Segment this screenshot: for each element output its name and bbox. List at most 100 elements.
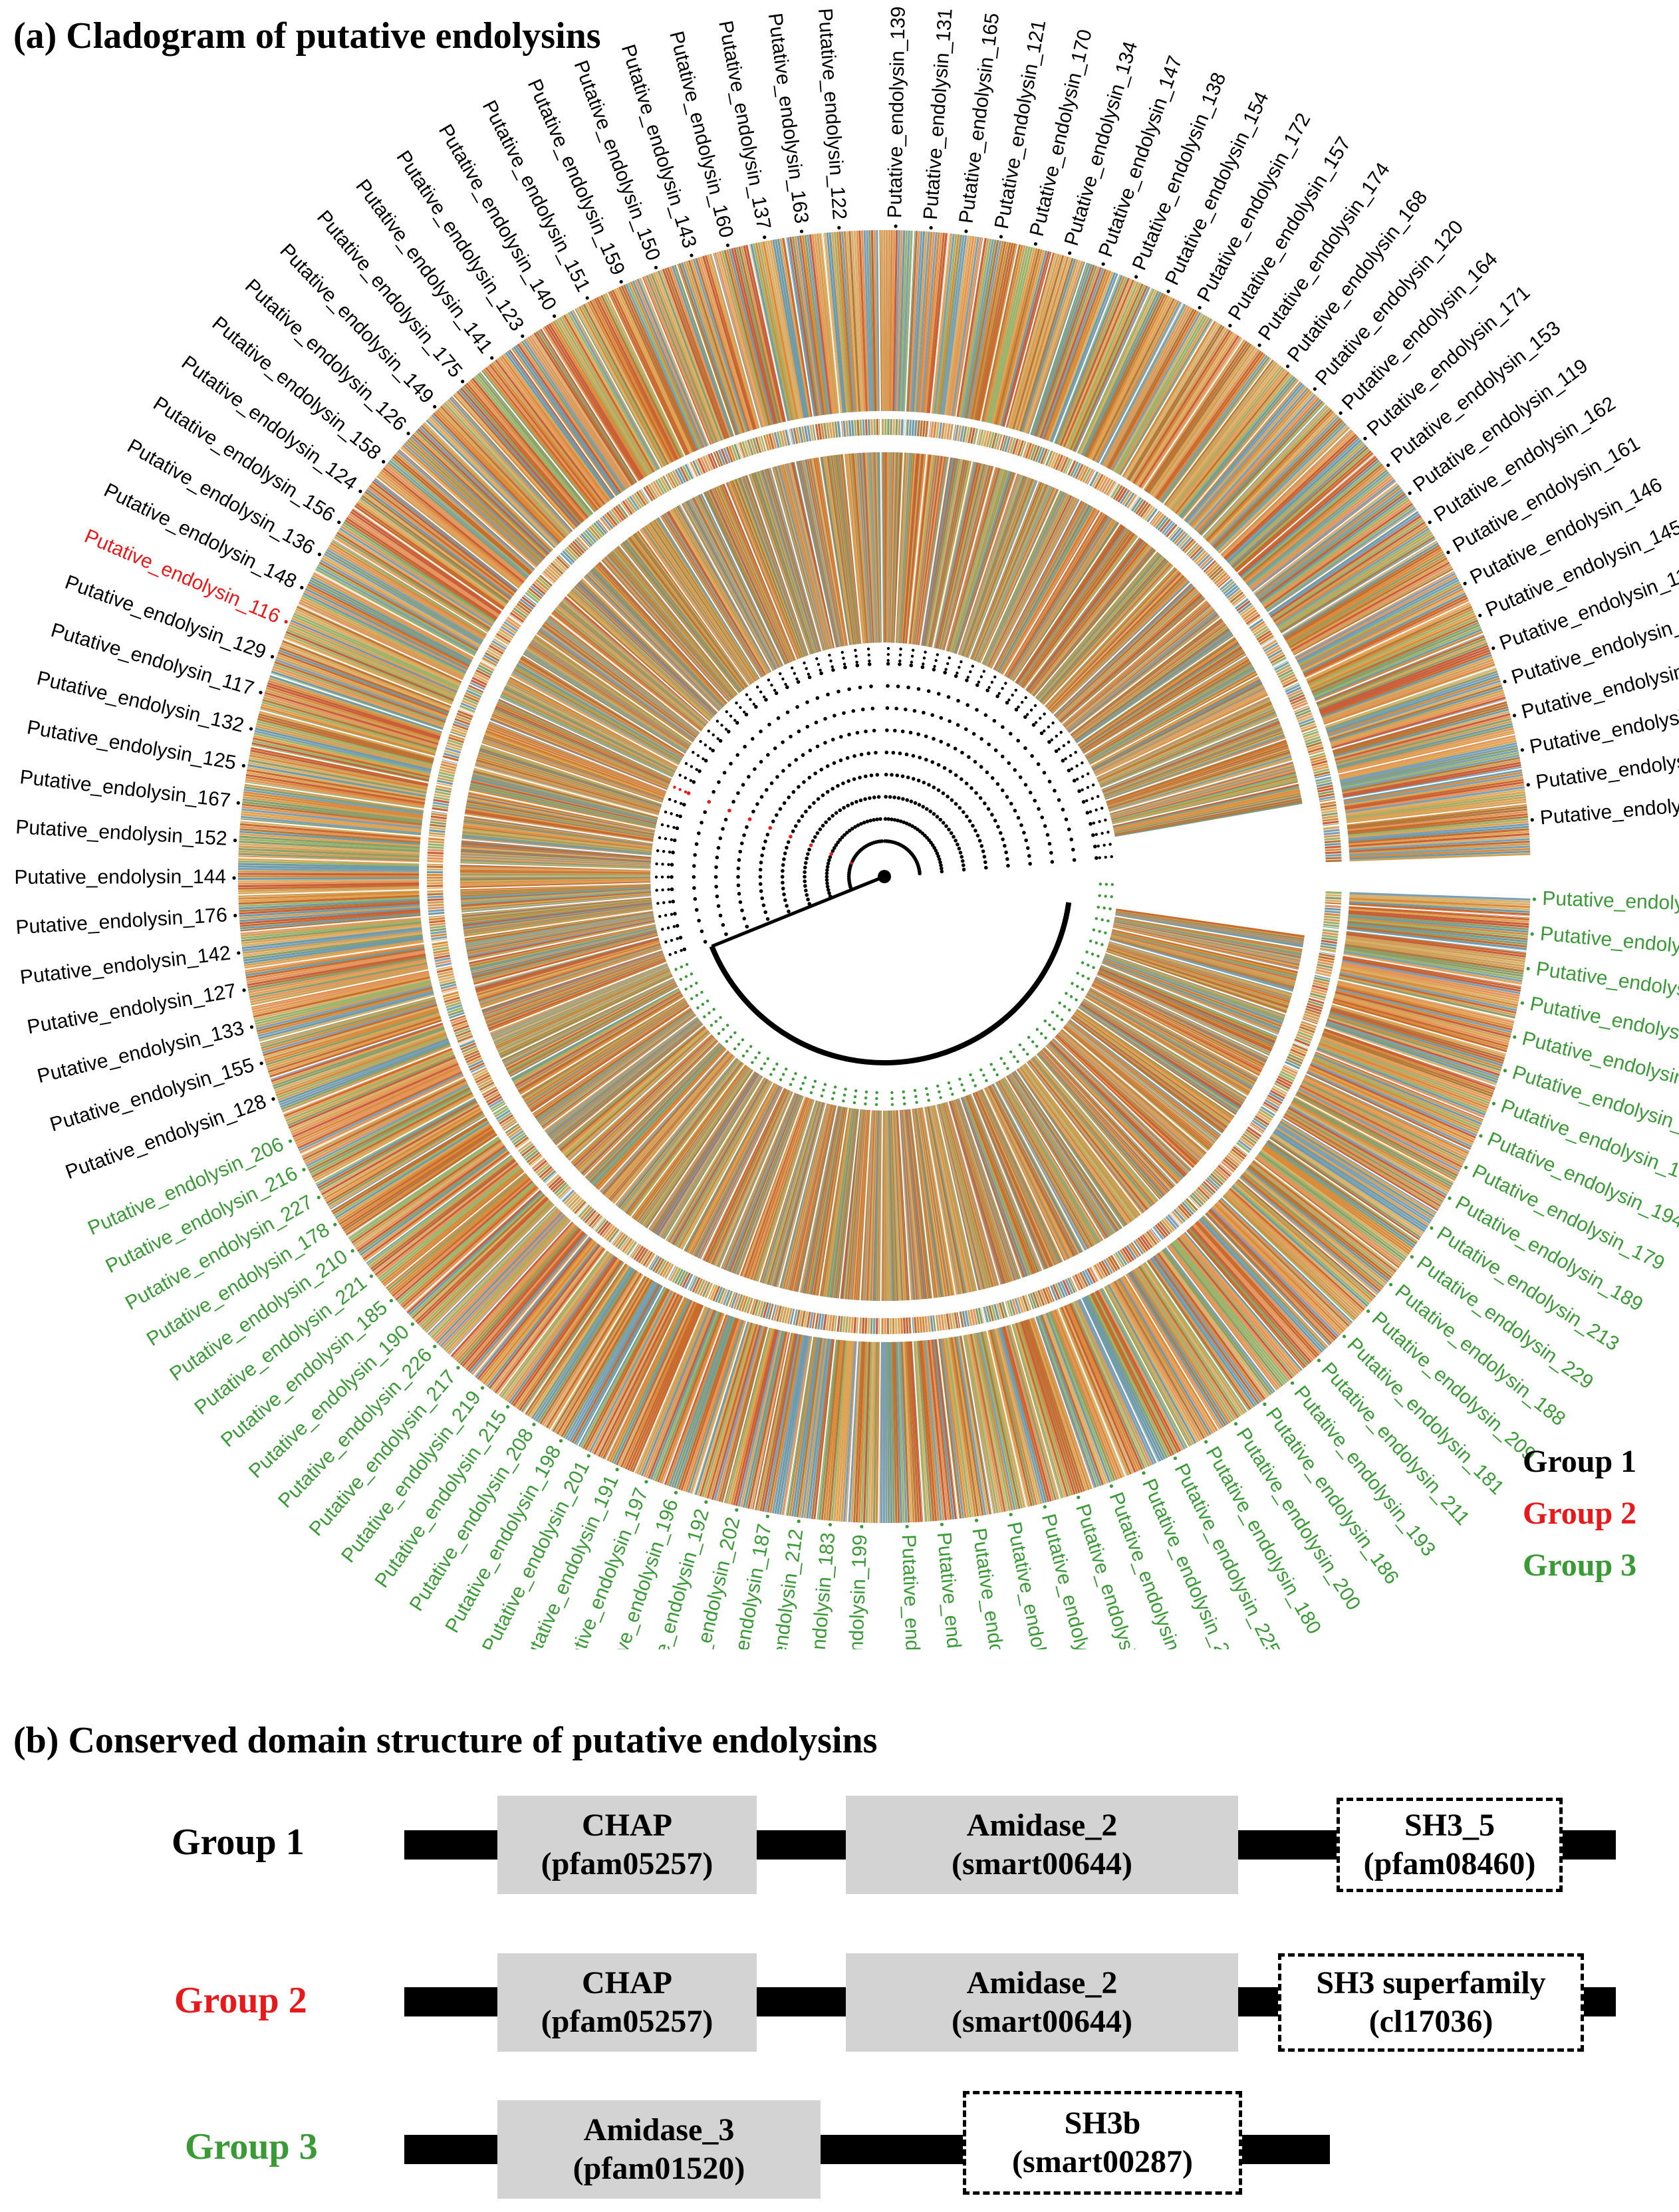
- alignment-stripe: [1275, 527, 1430, 627]
- alignment-stripe: [1321, 939, 1337, 944]
- alignment-stripe: [1212, 1171, 1226, 1184]
- alignment-stripe: [443, 1216, 569, 1351]
- alignment-stripe: [280, 1041, 450, 1108]
- alignment-stripe: [490, 642, 505, 652]
- alignment-stripe: [1277, 1125, 1431, 1224]
- alignment-stripe: [1179, 1203, 1192, 1217]
- alignment-stripe: [440, 763, 457, 769]
- alignment-stripe: [1065, 459, 1074, 475]
- alignment-stripe: [1303, 595, 1468, 676]
- alignment-stripe: [1029, 1292, 1037, 1309]
- alignment-stripe: [818, 1339, 839, 1520]
- alignment-stripe: [450, 731, 466, 738]
- alignment-stripe: [1329, 1010, 1504, 1065]
- alignment-stripe: [811, 1339, 834, 1520]
- alignment-stripe: [743, 245, 785, 423]
- alignment-stripe: [1199, 400, 1324, 535]
- alignment-stripe: [297, 1071, 463, 1149]
- alignment-stripe: [1052, 1284, 1061, 1300]
- alignment-stripe: [1330, 692, 1505, 746]
- alignment-stripe: [1059, 1281, 1069, 1297]
- alignment-stripe: [368, 1157, 515, 1268]
- alignment-stripe: [1059, 277, 1130, 446]
- alignment-stripe: [475, 374, 592, 517]
- alignment-stripe: [238, 855, 420, 863]
- alignment-stripe: [418, 426, 551, 554]
- alignment-stripe: [1066, 281, 1139, 449]
- alignment-stripe: [552, 321, 647, 478]
- alignment-stripe: [749, 438, 757, 455]
- alignment-stripe: [1030, 1317, 1090, 1490]
- alignment-stripe: [239, 835, 420, 849]
- alignment-stripe: [253, 735, 431, 777]
- alignment-stripe: [731, 248, 776, 425]
- alignment-stripe: [821, 1339, 841, 1520]
- alignment-stripe: [1309, 992, 1326, 999]
- alignment-stripe: [241, 803, 422, 826]
- alignment-stripe: [638, 277, 710, 446]
- alignment-stripe: [1147, 343, 1252, 494]
- alignment-stripe: [848, 231, 860, 412]
- alignment-stripe: [238, 891, 420, 900]
- alignment-stripe: [1299, 1026, 1315, 1034]
- alignment-stripe: [269, 1020, 442, 1078]
- alignment-stripe: [257, 990, 434, 1037]
- alignment-stripe: [334, 1121, 490, 1219]
- alignment-stripe: [809, 1312, 814, 1329]
- alignment-stripe: [1154, 1224, 1166, 1238]
- alignment-stripe: [927, 1315, 931, 1332]
- alignment-stripe: [519, 598, 534, 610]
- alignment-stripe: [430, 1208, 559, 1339]
- alignment-stripe: [309, 1089, 471, 1174]
- alignment-stripe: [277, 1034, 448, 1099]
- alignment-stripe: [1023, 1319, 1081, 1494]
- alignment-stripe: [657, 1312, 723, 1483]
- alignment-stripe: [434, 957, 451, 962]
- alignment-stripe: [924, 420, 929, 438]
- alignment-stripe: [980, 430, 987, 446]
- alignment-stripe: [991, 432, 997, 449]
- alignment-stripe: [582, 303, 669, 466]
- alignment-stripe: [650, 482, 660, 497]
- alignment-stripe: [367, 487, 513, 598]
- alignment-stripe: [1244, 1170, 1386, 1286]
- alignment-stripe: [511, 1132, 526, 1143]
- alignment-stripe: [483, 1088, 499, 1099]
- alignment-stripe: [776, 431, 783, 448]
- alignment-stripe: [1282, 678, 1298, 688]
- alignment-stripe: [704, 255, 757, 430]
- alignment-stripe: [447, 1006, 463, 1014]
- alignment-stripe: [998, 1302, 1005, 1319]
- alignment-stripe: [382, 1169, 525, 1286]
- alignment-stripe: [1032, 263, 1093, 436]
- alignment-stripe: [632, 280, 705, 448]
- alignment-stripe: [1195, 395, 1318, 532]
- alignment-stripe: [481, 1240, 596, 1383]
- alignment-stripe: [1186, 542, 1199, 556]
- alignment-stripe: [1127, 1272, 1225, 1428]
- alignment-stripe: [636, 491, 647, 506]
- alignment-stripe: [1107, 1284, 1197, 1444]
- alignment-stripe: [1292, 1043, 1308, 1052]
- alignment-stripe: [406, 1190, 542, 1314]
- alignment-stripe: [1267, 1138, 1419, 1243]
- alignment-stripe: [612, 507, 624, 521]
- alignment-stripe: [1347, 801, 1527, 824]
- alignment-stripe: [1071, 284, 1146, 451]
- alignment-stripe: [1063, 458, 1071, 474]
- alignment-stripe: [1144, 1262, 1247, 1413]
- alignment-stripe: [1229, 1150, 1243, 1163]
- alignment-stripe: [1286, 1109, 1444, 1203]
- alignment-stripe: [1274, 661, 1289, 671]
- alignment-stripe: [991, 1329, 1035, 1506]
- alignment-stripe: [706, 1323, 759, 1499]
- alignment-stripe: [1271, 517, 1423, 620]
- alignment-stripe: [1325, 897, 1342, 900]
- alignment-stripe: [1162, 1249, 1272, 1396]
- alignment-stripe: [582, 1208, 594, 1222]
- alignment-stripe: [1237, 1139, 1252, 1151]
- alignment-stripe: [238, 884, 420, 890]
- alignment-stripe: [1013, 255, 1067, 430]
- alignment-stripe: [1029, 262, 1089, 435]
- alignment-stripe: [735, 247, 779, 424]
